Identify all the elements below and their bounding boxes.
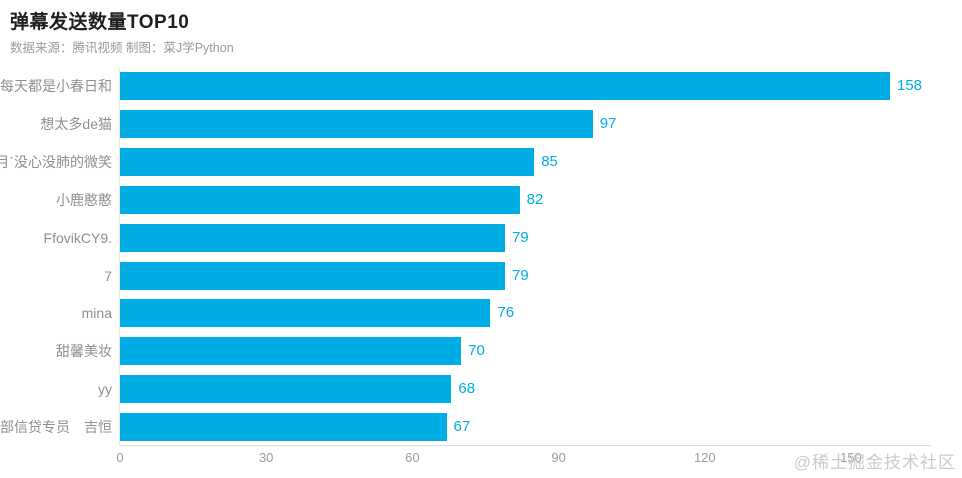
bar-value-label: 76: [497, 304, 515, 322]
chart-title: 弹幕发送数量TOP10: [10, 12, 190, 33]
bar[interactable]: [120, 185, 520, 214]
plot-area: 每天都是小春日和 158 想太多de猫 97 月`没心没肺的微笑 85 小鹿憨憨 82 Ffov…: [0, 67, 931, 465]
bar-value-label: 70: [468, 342, 485, 360]
bar-value-label: 67: [453, 418, 471, 436]
bar-row: yy 68: [98, 370, 931, 408]
bar[interactable]: [120, 147, 535, 176]
x-tick-label: 90: [551, 450, 566, 465]
bar-row: 想太多de猫 97: [40, 105, 931, 143]
bar-value-label: 68: [458, 380, 476, 398]
bar-value-label: 82: [526, 190, 544, 208]
category-label: 小鹿憨憨: [56, 191, 112, 208]
bar[interactable]: [120, 375, 452, 404]
category-label: 每天都是小春日和: [0, 78, 112, 94]
bar-row: 月`没心没肺的微笑 85: [0, 143, 931, 181]
chart-subtitle: 数据来源：腾讯视频 制图：菜J学Python: [10, 41, 234, 55]
bar[interactable]: [120, 299, 491, 328]
bar-value-label: 97: [599, 114, 617, 132]
bar-row: 部信贷专员 吉恒 67: [0, 408, 931, 446]
x-tick-label: 150: [840, 450, 862, 465]
bar[interactable]: [120, 109, 593, 138]
x-tick-label: 60: [405, 450, 420, 465]
bar-value-label: 79: [511, 266, 529, 284]
bar-row: 7 79: [104, 257, 931, 295]
bar-row: 甜馨美妆 70: [56, 332, 931, 370]
category-label: yy: [98, 381, 112, 398]
bar-row: 每天都是小春日和 158: [0, 67, 931, 105]
bar[interactable]: [120, 223, 505, 252]
watermark: @稀土掘金技术社区: [793, 453, 956, 472]
category-label: 想太多de猫: [40, 115, 112, 132]
bar[interactable]: [120, 261, 505, 290]
bar[interactable]: [120, 72, 890, 100]
category-label: FfovikCY9.: [43, 229, 112, 246]
bar-row: 小鹿憨憨 82: [56, 181, 931, 219]
x-tick-label: 30: [258, 450, 274, 465]
category-label: 部信贷专员 吉恒: [0, 419, 112, 436]
category-label: 7: [104, 267, 112, 284]
bar[interactable]: [120, 337, 462, 366]
bar-row: FfovikCY9. 79: [44, 219, 931, 257]
bar-value-label: 79: [511, 228, 529, 246]
category-label: 甜馨美妆: [56, 343, 112, 360]
x-tick-label: 0: [116, 450, 124, 465]
bar[interactable]: [120, 413, 447, 442]
bar-row: mina 76: [82, 294, 931, 332]
category-label: 月`没心没肺的微笑: [0, 153, 112, 170]
bar-value-label: 158: [896, 77, 923, 94]
bar-value-label: 85: [541, 152, 558, 170]
x-tick-label: 120: [693, 450, 716, 465]
category-label: mina: [81, 305, 112, 322]
